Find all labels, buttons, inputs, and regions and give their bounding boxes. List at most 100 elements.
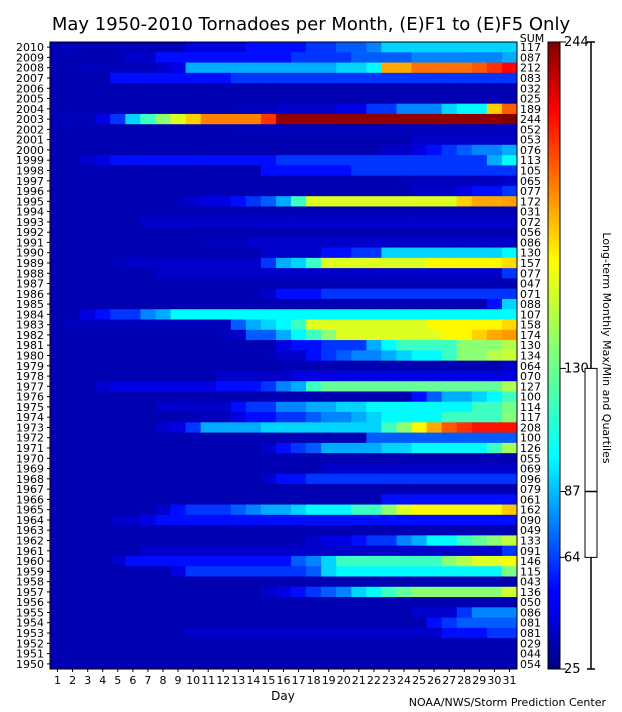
heatmap-cell (471, 504, 488, 516)
heatmap-cell (426, 535, 443, 547)
heatmap-cell (411, 175, 428, 187)
heatmap-cell (336, 93, 352, 105)
sum-label: 031 (520, 206, 541, 219)
heatmap-cell (110, 93, 126, 105)
heatmap-cell (260, 494, 277, 505)
heatmap-cell (396, 432, 412, 444)
heatmap-cell (260, 93, 277, 105)
heatmap-cell (200, 165, 217, 177)
heatmap-cell (351, 504, 367, 516)
heatmap-cell (321, 72, 337, 84)
sum-label: 087 (520, 51, 541, 64)
heatmap-cell (230, 319, 247, 331)
heatmap-cell (140, 206, 156, 218)
sum-label: 079 (520, 483, 541, 496)
heatmap-cell (275, 658, 292, 670)
heatmap-cell (215, 278, 232, 290)
heatmap-cell (170, 52, 186, 63)
year-label: 2000 (16, 144, 44, 157)
heatmap-cell (140, 648, 156, 660)
heatmap-cell (321, 227, 337, 238)
heatmap-cell (306, 617, 322, 629)
heatmap-cell (260, 350, 277, 362)
heatmap-cell (200, 237, 217, 248)
heatmap-cell (336, 206, 352, 218)
heatmap-cell (321, 319, 337, 331)
heatmap-cell (471, 103, 488, 115)
heatmap-cell (471, 638, 488, 649)
sum-label: 134 (520, 350, 541, 363)
heatmap-cell (471, 494, 488, 505)
heatmap-cell (441, 504, 458, 516)
heatmap-cell (110, 597, 126, 608)
heatmap-cell (95, 196, 111, 207)
heatmap-cell (125, 196, 141, 207)
heatmap-cell (275, 165, 292, 177)
heatmap-cell (170, 350, 186, 362)
heatmap-cell (230, 360, 247, 372)
heatmap-cell (155, 206, 171, 218)
heatmap-cell (306, 494, 322, 505)
heatmap-cell (501, 278, 518, 290)
heatmap-cell (321, 401, 337, 413)
heatmap-cell (486, 370, 503, 382)
heatmap-cell (441, 309, 458, 320)
heatmap-cell (230, 257, 247, 269)
heatmap-cell (306, 473, 322, 485)
heatmap-cell (351, 638, 367, 649)
sum-label: 055 (520, 452, 541, 465)
heatmap-cell (140, 227, 156, 238)
heatmap-cell (381, 576, 397, 588)
heatmap-cell (155, 432, 171, 444)
heatmap-cell (260, 196, 277, 207)
heatmap-cell (486, 319, 503, 331)
heatmap-cell (245, 227, 262, 238)
heatmap-cell (125, 483, 141, 495)
heatmap-cell (411, 617, 428, 629)
heatmap-cell (321, 586, 337, 598)
heatmap-cell (411, 319, 428, 331)
heatmap-cell (125, 288, 141, 300)
heatmap-cell (471, 52, 488, 63)
heatmap-cell (245, 165, 262, 177)
heatmap-cell (185, 360, 202, 372)
heatmap-cell (125, 227, 141, 238)
year-label: 1982 (16, 329, 44, 342)
year-label: 1995 (16, 195, 44, 208)
heatmap-cell (125, 103, 141, 115)
heatmap-cell (260, 237, 277, 248)
heatmap-cell (366, 555, 382, 567)
heatmap-cell (381, 360, 397, 372)
heatmap-cell (366, 525, 382, 536)
heatmap-cell (200, 514, 217, 526)
heatmap-cell (501, 144, 518, 156)
heatmap-cell (155, 124, 171, 135)
heatmap-cell (396, 206, 412, 218)
heatmap-cell (456, 113, 473, 125)
heatmap-cell (456, 576, 473, 588)
heatmap-cell (185, 525, 202, 536)
year-label: 2001 (16, 134, 44, 147)
heatmap-cell (65, 340, 81, 351)
heatmap-cell (200, 227, 217, 238)
year-label: 1969 (16, 463, 44, 476)
heatmap-cell (291, 360, 307, 372)
heatmap-cell (396, 422, 412, 433)
heatmap-cell (65, 401, 81, 413)
heatmap-cell (456, 329, 473, 341)
heatmap-cell (351, 442, 367, 454)
heatmap-cell (366, 576, 382, 588)
heatmap-cell (471, 257, 488, 269)
heatmap-cell (411, 206, 428, 218)
heatmap-cell (336, 247, 352, 259)
heatmap-cell (215, 42, 232, 53)
heatmap-cell (155, 268, 171, 279)
heatmap-cell (336, 514, 352, 526)
heatmap-cell (291, 597, 307, 608)
heatmap-cell (441, 514, 458, 526)
heatmap-cell (170, 237, 186, 248)
heatmap-cell (260, 535, 277, 547)
year-label: 1997 (16, 175, 44, 188)
heatmap-cell (351, 401, 367, 413)
heatmap-cell (230, 62, 247, 74)
